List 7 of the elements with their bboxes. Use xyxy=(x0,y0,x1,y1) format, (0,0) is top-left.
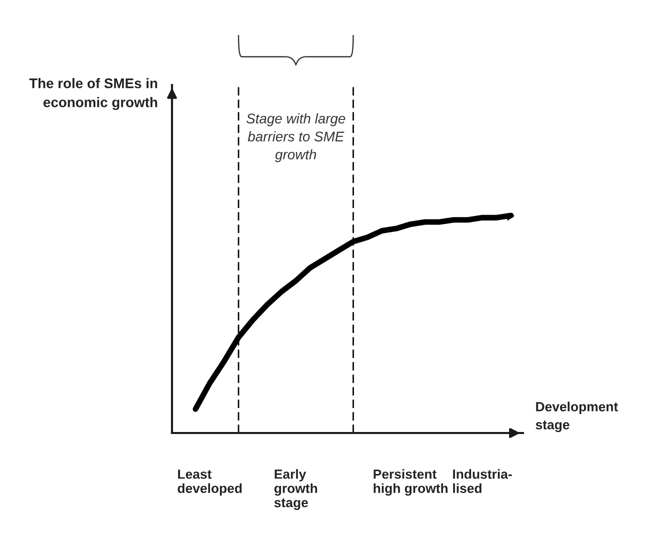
x-tick-label: Least developed xyxy=(178,470,242,496)
text: Stage with large barriers to SME growth xyxy=(246,113,346,162)
x-axis-title: Development stage xyxy=(536,402,618,432)
x-tick-label: Persistent high growth xyxy=(374,469,448,496)
x-tick-label: Industria- lised xyxy=(453,469,512,494)
x-tick-label: Early growth stage xyxy=(274,469,318,510)
text: The role of SMEs in economic growth xyxy=(29,78,158,110)
